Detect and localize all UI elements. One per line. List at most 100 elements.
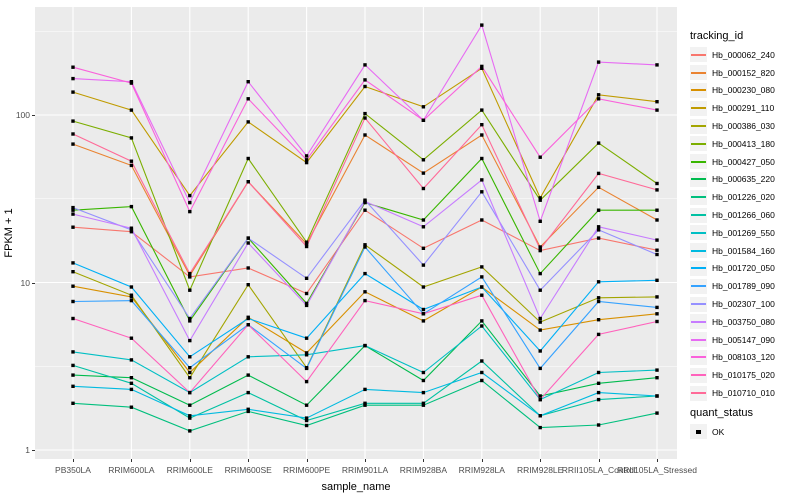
legend-label: Hb_010710_010 xyxy=(712,388,775,399)
x-tick-mark xyxy=(73,459,74,462)
data-point-Hb_003750_080 xyxy=(421,225,426,229)
data-point-Hb_005147_090 xyxy=(538,219,542,223)
data-point-Hb_001269_550 xyxy=(71,350,75,354)
data-point-Hb_001269_550 xyxy=(480,324,484,328)
data-point-Hb_003750_080 xyxy=(596,225,601,229)
legend-label: Hb_000291_110 xyxy=(712,103,775,114)
data-point-Hb_001584_160 xyxy=(538,414,542,418)
data-point-Hb_000230_080 xyxy=(304,351,309,355)
data-point-Hb_005147_090 xyxy=(304,154,309,158)
x-tick-label: RRIM928LE xyxy=(517,465,564,475)
x-tick-mark xyxy=(306,459,308,462)
x-tick-label: RRII105LA_Control xyxy=(561,465,636,475)
legend-label: Hb_001226_020 xyxy=(712,192,775,203)
data-point-Hb_001266_060 xyxy=(71,363,75,368)
y-axis-title: FPKM + 1 xyxy=(3,208,15,258)
data-point-Hb_000386_030 xyxy=(421,285,426,289)
data-point-Hb_001789_090 xyxy=(655,305,659,310)
data-point-Hb_005147_090 xyxy=(655,63,659,67)
data-point-Hb_000230_080 xyxy=(421,319,426,323)
data-point-Hb_005147_090 xyxy=(246,80,250,84)
data-point-Hb_008103_120 xyxy=(188,209,192,214)
legend-line-swatch xyxy=(691,320,706,323)
data-point-Hb_005147_090 xyxy=(188,200,192,205)
data-point-Hb_000291_110 xyxy=(363,84,367,89)
data-point-Hb_001226_020 xyxy=(71,401,75,405)
legend-item-Hb_005147_090: Hb_005147_090 xyxy=(690,331,798,349)
data-point-Hb_002307_100 xyxy=(538,288,542,292)
legend-line-swatch xyxy=(691,374,706,377)
legend-label: Hb_005147_090 xyxy=(712,334,775,345)
legend-key xyxy=(690,225,707,241)
data-point-Hb_000062_240 xyxy=(596,236,601,240)
data-point-Hb_001720_050 xyxy=(421,307,426,312)
data-point-Hb_010175_020 xyxy=(538,397,542,402)
data-point-Hb_000413_180 xyxy=(538,198,542,202)
data-point-Hb_001226_020 xyxy=(188,429,192,433)
legend-label: Hb_001789_090 xyxy=(712,281,775,292)
data-point-Hb_000635_220 xyxy=(655,376,659,380)
data-point-Hb_008103_120 xyxy=(304,158,309,162)
legend-title-quant-status: quant_status xyxy=(690,406,753,419)
data-point-Hb_000413_180 xyxy=(480,108,484,112)
legend-key xyxy=(690,332,707,348)
data-point-Hb_002307_100 xyxy=(480,190,484,194)
x-tick-mark xyxy=(423,459,425,462)
legend-line-swatch xyxy=(691,71,706,74)
data-point-Hb_000427_050 xyxy=(538,271,542,276)
legend-label: Hb_010175_020 xyxy=(712,370,775,381)
data-point-Hb_001269_550 xyxy=(129,358,134,362)
data-point-Hb_001584_160 xyxy=(246,407,250,411)
data-point-Hb_000152_820 xyxy=(421,171,426,175)
data-point-Hb_010710_010 xyxy=(304,244,309,249)
x-tick-mark xyxy=(540,459,542,462)
plot-panel xyxy=(35,7,677,459)
data-point-Hb_010710_010 xyxy=(538,247,542,251)
data-point-Hb_000427_050 xyxy=(655,208,659,212)
data-point-Hb_001584_160 xyxy=(655,394,659,398)
data-point-Hb_010710_010 xyxy=(480,123,484,127)
legend-label: Hb_000427_050 xyxy=(712,156,775,167)
data-point-Hb_010710_010 xyxy=(363,116,367,120)
y-tick-label: 1 xyxy=(25,445,30,455)
data-point-Hb_001789_090 xyxy=(596,299,601,304)
data-point-Hb_001789_090 xyxy=(363,245,367,249)
legend: tracking_id Hb_000062_240 Hb_000152_820 Hb… xyxy=(690,30,798,441)
legend-key xyxy=(690,118,707,134)
legend-item-Hb_001226_020: Hb_001226_020 xyxy=(690,188,798,206)
legend-line-swatch xyxy=(691,356,706,359)
data-point-Hb_002307_100 xyxy=(188,316,192,321)
data-point-Hb_001720_050 xyxy=(655,278,659,282)
data-point-Hb_001720_050 xyxy=(188,355,192,359)
data-point-Hb_000230_080 xyxy=(129,295,134,299)
data-point-Hb_010710_010 xyxy=(71,132,75,136)
black-square-point-icon xyxy=(696,429,701,435)
x-tick-label: RRIM928LA xyxy=(458,465,505,475)
data-point-Hb_001269_550 xyxy=(304,353,309,357)
data-point-Hb_003750_080 xyxy=(538,316,542,321)
legend-key xyxy=(690,136,707,152)
x-tick-label: RRIM600SE xyxy=(224,465,272,475)
data-point-Hb_001269_550 xyxy=(655,368,659,372)
x-tick-mark xyxy=(189,459,191,462)
legend-label: Hb_008103_120 xyxy=(712,352,775,363)
data-point-Hb_001266_060 xyxy=(188,416,192,420)
legend-key xyxy=(690,260,707,276)
data-point-Hb_010175_020 xyxy=(421,312,426,316)
legend-line-swatch xyxy=(691,214,706,217)
data-point-Hb_002307_100 xyxy=(655,252,659,257)
y-tick-mark xyxy=(32,282,35,284)
legend-item-Hb_001266_060: Hb_001266_060 xyxy=(690,206,798,224)
legend-line-swatch xyxy=(691,392,706,395)
data-point-Hb_001226_020 xyxy=(596,423,601,427)
data-point-Hb_000635_220 xyxy=(129,376,134,380)
data-point-Hb_000386_030 xyxy=(480,265,484,269)
x-tick-label: RRII105LA_Stressed xyxy=(617,465,697,475)
legend-line-swatch xyxy=(691,53,706,56)
data-point-Hb_010710_010 xyxy=(655,188,659,192)
data-point-Hb_010175_020 xyxy=(246,323,250,327)
data-point-Hb_001266_060 xyxy=(480,359,484,363)
data-point-Hb_000386_030 xyxy=(655,295,659,299)
data-point-Hb_001720_050 xyxy=(538,349,542,353)
legend-item-Hb_000062_240: Hb_000062_240 xyxy=(690,46,798,64)
